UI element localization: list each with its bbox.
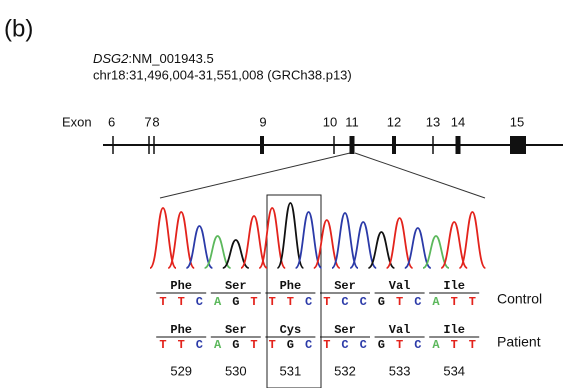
zoom-line (160, 153, 350, 198)
base: T (469, 338, 476, 352)
amino-acid: Ser (225, 323, 247, 337)
base: C (196, 338, 203, 352)
base: C (305, 295, 312, 309)
exon-number: 13 (426, 114, 440, 129)
codon-number: 530 (225, 363, 247, 378)
base: T (396, 338, 403, 352)
base: T (451, 338, 458, 352)
exon-number: 8 (152, 114, 159, 129)
base: G (287, 338, 294, 352)
base: G (232, 295, 239, 309)
amino-acid: Ile (443, 279, 465, 293)
zoom-line (355, 153, 485, 198)
exon-number: 14 (451, 114, 465, 129)
base: G (378, 338, 385, 352)
base: T (469, 295, 476, 309)
base: C (414, 295, 421, 309)
base: A (214, 338, 222, 352)
transcript: :NM_001943.5 (128, 51, 213, 66)
base: T (396, 295, 403, 309)
base: C (305, 338, 312, 352)
exon (153, 136, 155, 154)
exon-number: 11 (345, 114, 359, 129)
codon-number: 534 (443, 363, 465, 378)
gene-symbol: DSG2 (93, 51, 129, 66)
figure: (b) DSG2:NM_001943.5 chr18:31,496,004-31… (0, 0, 563, 388)
exon (260, 136, 264, 154)
gene-line: DSG2:NM_001943.5 (93, 51, 214, 66)
base: C (196, 295, 203, 309)
base: C (360, 295, 367, 309)
base: T (269, 295, 276, 309)
row-name: Control (497, 291, 542, 307)
base: G (232, 338, 239, 352)
base: A (432, 295, 440, 309)
exon (333, 136, 335, 154)
exon-number: 6 (108, 114, 115, 129)
codon-number: 529 (170, 363, 192, 378)
exon-number: 10 (323, 114, 337, 129)
base: T (323, 295, 330, 309)
base: T (287, 295, 294, 309)
base: G (378, 295, 385, 309)
amino-acid: Phe (170, 323, 192, 337)
codon-number: 531 (280, 363, 302, 378)
base: T (178, 338, 185, 352)
amino-acid: Val (389, 323, 411, 337)
amino-acid: Ser (334, 323, 356, 337)
exon-number: 15 (510, 114, 524, 129)
base: A (432, 338, 440, 352)
exon (148, 136, 150, 154)
amino-acid: Ser (334, 279, 356, 293)
base: C (360, 338, 367, 352)
base: C (341, 295, 348, 309)
amino-acid: Phe (170, 279, 192, 293)
codon-number: 532 (334, 363, 356, 378)
exon (456, 136, 461, 154)
base: T (451, 295, 458, 309)
base: C (341, 338, 348, 352)
base: T (159, 338, 166, 352)
base: T (269, 338, 276, 352)
amino-acid: Phe (280, 279, 302, 293)
exon-label: Exon (62, 114, 92, 129)
base: C (414, 338, 421, 352)
amino-acid: Val (389, 279, 411, 293)
base: A (214, 295, 222, 309)
location: chr18:31,496,004-31,551,008 (GRCh38.p13) (93, 67, 352, 82)
exon (350, 136, 355, 154)
amino-acid: Ile (443, 323, 465, 337)
codon-number: 533 (389, 363, 411, 378)
exon (392, 136, 396, 154)
row-name: Patient (497, 334, 541, 350)
base: T (250, 338, 257, 352)
panel-label: (b) (4, 15, 33, 42)
base: T (159, 295, 166, 309)
exon (510, 136, 526, 154)
chromatogram-peak (459, 212, 485, 268)
base: T (178, 295, 185, 309)
amino-acid: Ser (225, 279, 247, 293)
exon (432, 136, 434, 154)
amino-acid: Cys (280, 323, 302, 337)
exon-number: 12 (387, 114, 401, 129)
exon-number: 9 (259, 114, 266, 129)
exon (112, 136, 114, 154)
base: T (323, 338, 330, 352)
exon-number: 7 (144, 114, 151, 129)
base: T (250, 295, 257, 309)
